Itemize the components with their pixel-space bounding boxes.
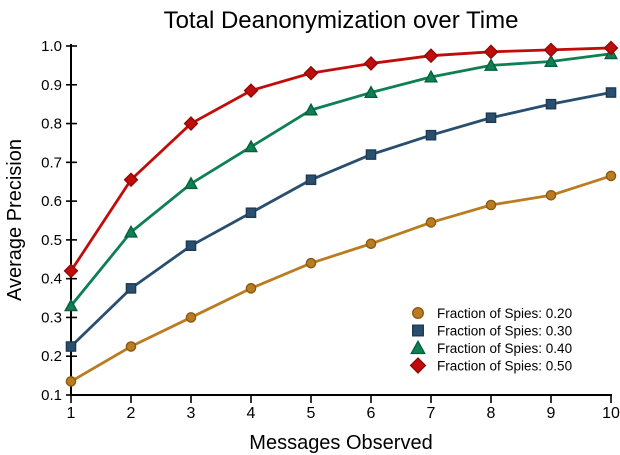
x-tick-label: 8 (487, 405, 496, 422)
data-point-circle-marker (245, 283, 257, 294)
data-point-circle-marker (305, 257, 317, 269)
data-point-triangle-marker (184, 176, 198, 190)
legend-diamond-marker (409, 357, 427, 374)
data-point-diamond-marker (603, 40, 619, 56)
data-point-diamond-marker (423, 48, 439, 64)
y-tick-label: 0.7 (41, 154, 62, 171)
x-tick-label: 10 (602, 405, 620, 422)
legend-square-marker (412, 324, 424, 337)
data-point-diamond-marker (63, 263, 79, 279)
data-point-square-marker (425, 129, 437, 141)
data-point-circle-marker (365, 238, 377, 250)
data-point-circle-marker (185, 312, 197, 323)
legend-label: Fraction of Spies: 0.20 (437, 306, 572, 321)
x-tick-label: 1 (67, 405, 76, 422)
data-point-square-marker (65, 341, 77, 352)
y-tick-label: 0.6 (41, 193, 62, 210)
legend-triangle-marker (410, 339, 426, 355)
data-point-diamond-marker (363, 56, 379, 71)
data-point-square-marker (485, 112, 497, 124)
x-tick-label: 4 (247, 405, 256, 422)
y-tick-label: 0.1 (41, 387, 62, 404)
legend-item-3: Fraction of Spies: 0.50 (409, 357, 572, 374)
data-point-circle-marker (605, 170, 617, 182)
series-line-3 (69, 46, 613, 273)
data-point-square-marker (245, 207, 257, 219)
x-tick-label: 7 (427, 405, 436, 422)
series-2 (64, 46, 618, 312)
data-point-diamond-marker (303, 65, 319, 81)
data-point-square-marker (125, 283, 137, 294)
y-tick-label: 0.2 (41, 348, 62, 365)
legend-layer: Fraction of Spies: 0.20 Fraction of Spies… (409, 306, 572, 374)
y-tick-label: 0.4 (41, 271, 62, 288)
y-tick-label: 0.5 (41, 232, 62, 249)
x-tick-label: 3 (187, 405, 196, 422)
data-point-square-marker (545, 98, 557, 110)
data-point-circle-marker (545, 189, 557, 201)
y-tick-label: 1.0 (41, 38, 62, 55)
y-tick-label: 0.3 (41, 309, 62, 326)
data-point-circle-marker (425, 217, 437, 228)
data-point-triangle-marker (424, 69, 438, 83)
legend-item-2: Fraction of Spies: 0.40 (410, 339, 572, 356)
series-0 (65, 170, 617, 387)
data-point-diamond-marker (123, 172, 139, 188)
series-line-1 (69, 91, 613, 348)
legend-item-0: Fraction of Spies: 0.20 (412, 306, 572, 321)
data-point-square-marker (305, 174, 317, 186)
legend-item-1: Fraction of Spies: 0.30 (412, 324, 572, 339)
data-point-square-marker (605, 87, 617, 98)
data-point-circle-marker (485, 199, 497, 211)
data-point-square-marker (185, 240, 197, 252)
data-point-triangle-marker (544, 54, 558, 67)
series-line-2 (69, 52, 613, 308)
data-point-square-marker (365, 149, 377, 160)
series-3 (63, 40, 619, 279)
x-tick-label: 5 (307, 405, 316, 422)
legend-label: Fraction of Spies: 0.50 (437, 359, 572, 374)
data-point-circle-marker (65, 376, 77, 387)
x-tick-label: 6 (367, 405, 376, 422)
series-1 (65, 87, 617, 352)
data-point-diamond-marker (243, 83, 259, 98)
data-point-diamond-marker (483, 44, 499, 60)
x-axis-label: Messages Observed (249, 432, 432, 454)
x-tick-label: 2 (127, 405, 136, 422)
data-point-diamond-marker (183, 116, 199, 131)
data-point-triangle-marker (244, 139, 258, 153)
y-tick-label: 0.9 (41, 77, 62, 94)
data-point-triangle-marker (484, 58, 498, 71)
data-point-triangle-marker (64, 298, 78, 312)
data-point-triangle-marker (364, 85, 378, 98)
data-point-triangle-marker (304, 102, 318, 116)
y-axis-label: Average Precision (4, 139, 26, 301)
legend-circle-marker (412, 307, 424, 319)
data-point-diamond-marker (543, 42, 559, 58)
series-line-0 (69, 174, 613, 383)
x-tick-label: 9 (547, 405, 556, 422)
data-point-triangle-marker (124, 224, 138, 238)
legend-label: Fraction of Spies: 0.30 (437, 324, 572, 339)
axes-layer: 0.1 0.2 0.3 0.4 0.5 0.6 0.7 0.8 0.9 1.0 1 2 3 4 5 6 7 8 9 1… (41, 38, 620, 422)
chart-title: Total Deanonymization over Time (164, 7, 519, 34)
y-tick-label: 0.8 (41, 116, 62, 133)
data-point-circle-marker (125, 341, 137, 352)
series-layer (63, 40, 619, 387)
legend-label: Fraction of Spies: 0.40 (437, 341, 572, 356)
